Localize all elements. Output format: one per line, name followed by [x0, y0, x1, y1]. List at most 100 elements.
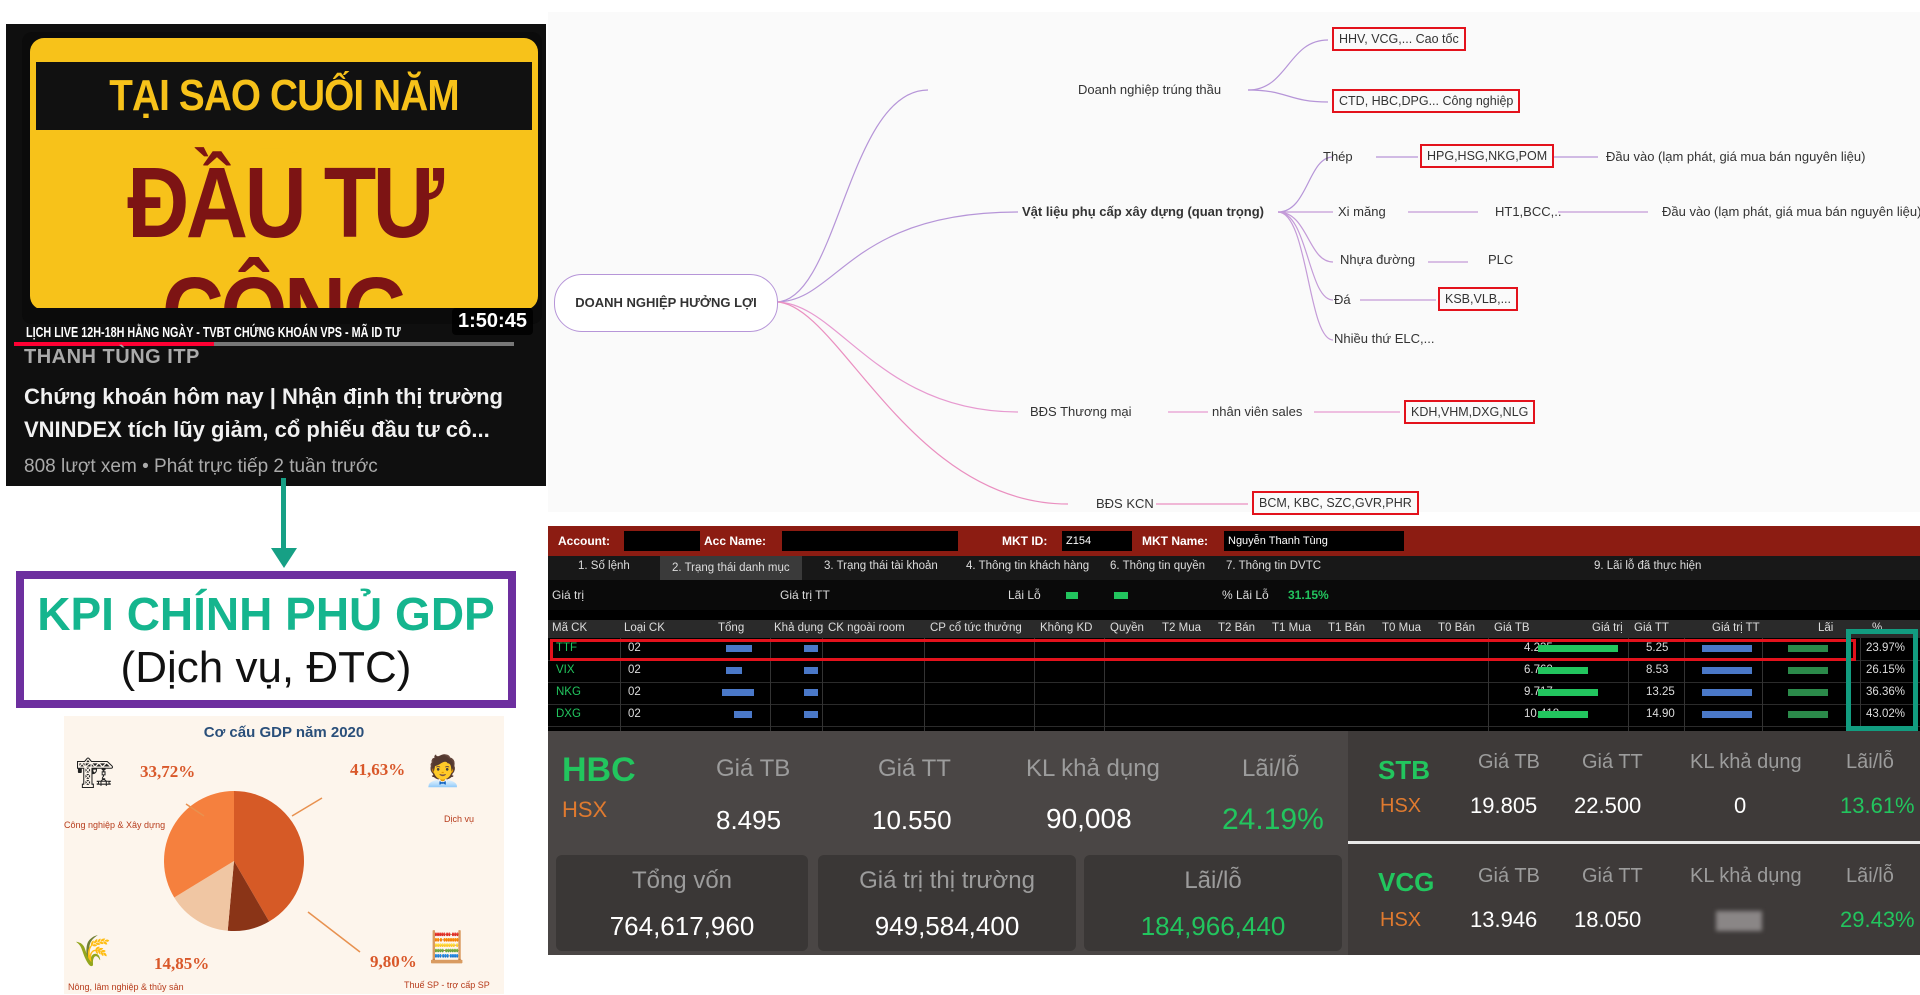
row-type: 02 [628, 686, 641, 698]
row-code: DXG [556, 708, 581, 720]
kpi-title: KPI CHÍNH PHỦ GDP [37, 588, 495, 640]
row-type: 02 [628, 664, 641, 676]
node-cement-codes: HT1,BCC,.. [1495, 204, 1562, 219]
video-meta: 808 lượt xem • Phát trực tiếp 2 tuần trư… [24, 456, 378, 477]
node-steel-note: Đầu vào (lạm phát, giá mua bán nguyên li… [1606, 149, 1866, 164]
col-sep [1034, 638, 1035, 731]
tab-account-status[interactable]: 3. Trạng thái tài khoản [824, 560, 938, 572]
stb-label-pl: Lãi/lỗ [1846, 751, 1894, 773]
pl-bar [1788, 645, 1828, 652]
vcg-label-price: Giá TT [1582, 865, 1643, 887]
summary-pct-value: 31.15% [1288, 588, 1329, 602]
col-sep [1628, 638, 1629, 731]
tab-orders[interactable]: 1. Số lệnh [578, 560, 630, 572]
node-stone-codes: KSB,VLB,... [1438, 287, 1519, 311]
video-thumbnail[interactable]: TẠI SAO CUỐI NĂM QUAN TRỌNG ? ĐẦU TƯ CÔN… [22, 32, 542, 324]
node-asphalt: Nhựa đường [1340, 252, 1416, 267]
side-divider [1348, 841, 1920, 844]
node-stone: Đá [1334, 292, 1351, 307]
video-duration: 1:50:45 [452, 308, 533, 335]
accname-field[interactable] [782, 531, 958, 551]
position-row[interactable]: DXG 02 10.418 14.90 43.02% [548, 704, 1920, 727]
vcg-avg: 13.946 [1470, 907, 1538, 932]
gdp-label-industry: Công nghiệp & Xây dựng [64, 820, 166, 830]
redacted-cell [804, 711, 818, 718]
row-pct: 23.97% [1866, 642, 1906, 654]
col-t0-sell: T0 Bán [1438, 622, 1476, 634]
main-stock-exchange: HSX [562, 797, 608, 822]
pie-slice-services [234, 791, 304, 922]
mktname-field[interactable]: Nguyễn Thanh Tùng [1224, 531, 1404, 551]
node-asphalt-codes: PLC [1488, 252, 1514, 267]
main-label-qty: KL khả dụng [1026, 755, 1160, 782]
stb-price: 22.500 [1574, 793, 1642, 818]
col-dividend: CP cổ tức thưởng [930, 622, 1022, 634]
node-commercial-re-codes: KDH,VHM,DXG,NLG [1404, 400, 1536, 424]
main-price: 10.550 [872, 805, 952, 835]
gdp-label-services: Dịch vụ [444, 814, 475, 824]
tab-dvtc-info[interactable]: 7. Thông tin DVTC [1226, 560, 1322, 572]
tab-customer-info[interactable]: 4. Thông tin khách hàng [966, 560, 1090, 572]
stb-qty: 0 [1734, 793, 1747, 818]
market-value-bar [1702, 711, 1752, 718]
node-contractors-highway: HHV, VCG,... Cao tốc [1332, 27, 1466, 51]
col-rights: Quyền [1110, 622, 1144, 634]
construction-icon: 🏗 [76, 757, 115, 790]
node-commercial-re-sales: nhân viên sales [1212, 404, 1303, 419]
market-value-label: Giá trị thị trường [859, 867, 1035, 894]
node-cement: Xi măng [1338, 204, 1386, 219]
value-bar [1538, 689, 1598, 696]
gdp-pie [164, 791, 361, 953]
col-t1-buy: T1 Mua [1272, 622, 1311, 634]
stb-label-price: Giá TT [1582, 751, 1643, 773]
stb-pl: 13.61% [1840, 793, 1915, 818]
summary-pl-label: Lãi Lỗ [1008, 588, 1041, 602]
vcg-price: 18.050 [1574, 907, 1642, 932]
gdp-label-agriculture: Nông, lâm nghiệp & thủy sản [68, 982, 184, 992]
tab-portfolio-status[interactable]: 2. Trạng thái danh mục [660, 556, 802, 580]
node-industrial-re: BĐS KCN [1096, 496, 1154, 511]
video-card[interactable]: TẠI SAO CUỐI NĂM QUAN TRỌNG ? ĐẦU TƯ CÔN… [6, 24, 546, 486]
mind-map: DOANH NGHIỆP HƯỞNG LỢI Doanh nghiệp trún… [548, 12, 1920, 515]
redacted-cell [734, 711, 752, 718]
value-bar [1538, 711, 1588, 718]
row-code: NKG [556, 686, 581, 698]
col-sep [924, 638, 925, 731]
col-sep [1860, 638, 1861, 731]
vcg-exchange: HSX [1380, 909, 1422, 931]
capital-value: 764,617,960 [609, 911, 755, 941]
tab-realized-pl[interactable]: 9. Lãi lỗ đã thực hiện [1594, 560, 1702, 572]
col-market-price: Giá TT [1634, 622, 1669, 634]
col-pct: % [1872, 622, 1883, 634]
connector-industry [185, 803, 205, 817]
main-stock-code: HBC [562, 751, 636, 789]
kpi-subtitle: (Dịch vụ, ĐTC) [120, 643, 412, 692]
thumbnail-banner: TẠI SAO CUỐI NĂM QUAN TRỌNG ? [36, 62, 532, 188]
tab-rights-info[interactable]: 6. Thông tin quyền [1110, 560, 1206, 572]
col-sep [1684, 638, 1685, 731]
main-pl: 24.19% [1222, 803, 1324, 836]
mktid-field[interactable]: Z154 [1062, 531, 1132, 551]
node-materials: Vật liệu phụ cấp xây dựng (quan trọng) [1022, 204, 1264, 219]
account-field[interactable] [624, 531, 700, 551]
thumbnail-headline: ĐẦU TƯ CÔNG [127, 147, 444, 324]
col-code: Mã CK [552, 622, 588, 634]
market-value-bar [1702, 667, 1752, 674]
row-pct: 26.15% [1866, 664, 1906, 676]
value-bar [1538, 645, 1618, 652]
row-type: 02 [628, 708, 641, 720]
video-title-line2: VNINDEX tích lũy giảm, cổ phiếu đầu tư c… [24, 417, 490, 442]
summary-market-value-label: Giá trị TT [780, 588, 830, 602]
summary-pct-label: % Lãi Lỗ [1222, 588, 1269, 602]
mind-map-connectors [775, 39, 1648, 505]
node-contractors: Doanh nghiệp trúng thầu [1078, 82, 1222, 97]
tabs-bar: 1. Số lệnh 2. Trạng thái danh mục 3. Trạ… [548, 556, 1920, 581]
vcg-label-pl: Lãi/lỗ [1846, 865, 1894, 887]
vcg-label-qty: KL khả dụng [1690, 865, 1802, 887]
video-title[interactable]: Chứng khoán hôm nay | Nhận định thị trườ… [24, 380, 534, 446]
col-not-tradable: Không KD [1040, 622, 1093, 634]
channel-name[interactable]: THANH TÙNG ITP [24, 346, 200, 368]
col-t1-sell: T1 Bán [1328, 622, 1366, 634]
col-out-room: CK ngoài room [828, 622, 905, 634]
col-type: Loại CK [624, 622, 665, 634]
